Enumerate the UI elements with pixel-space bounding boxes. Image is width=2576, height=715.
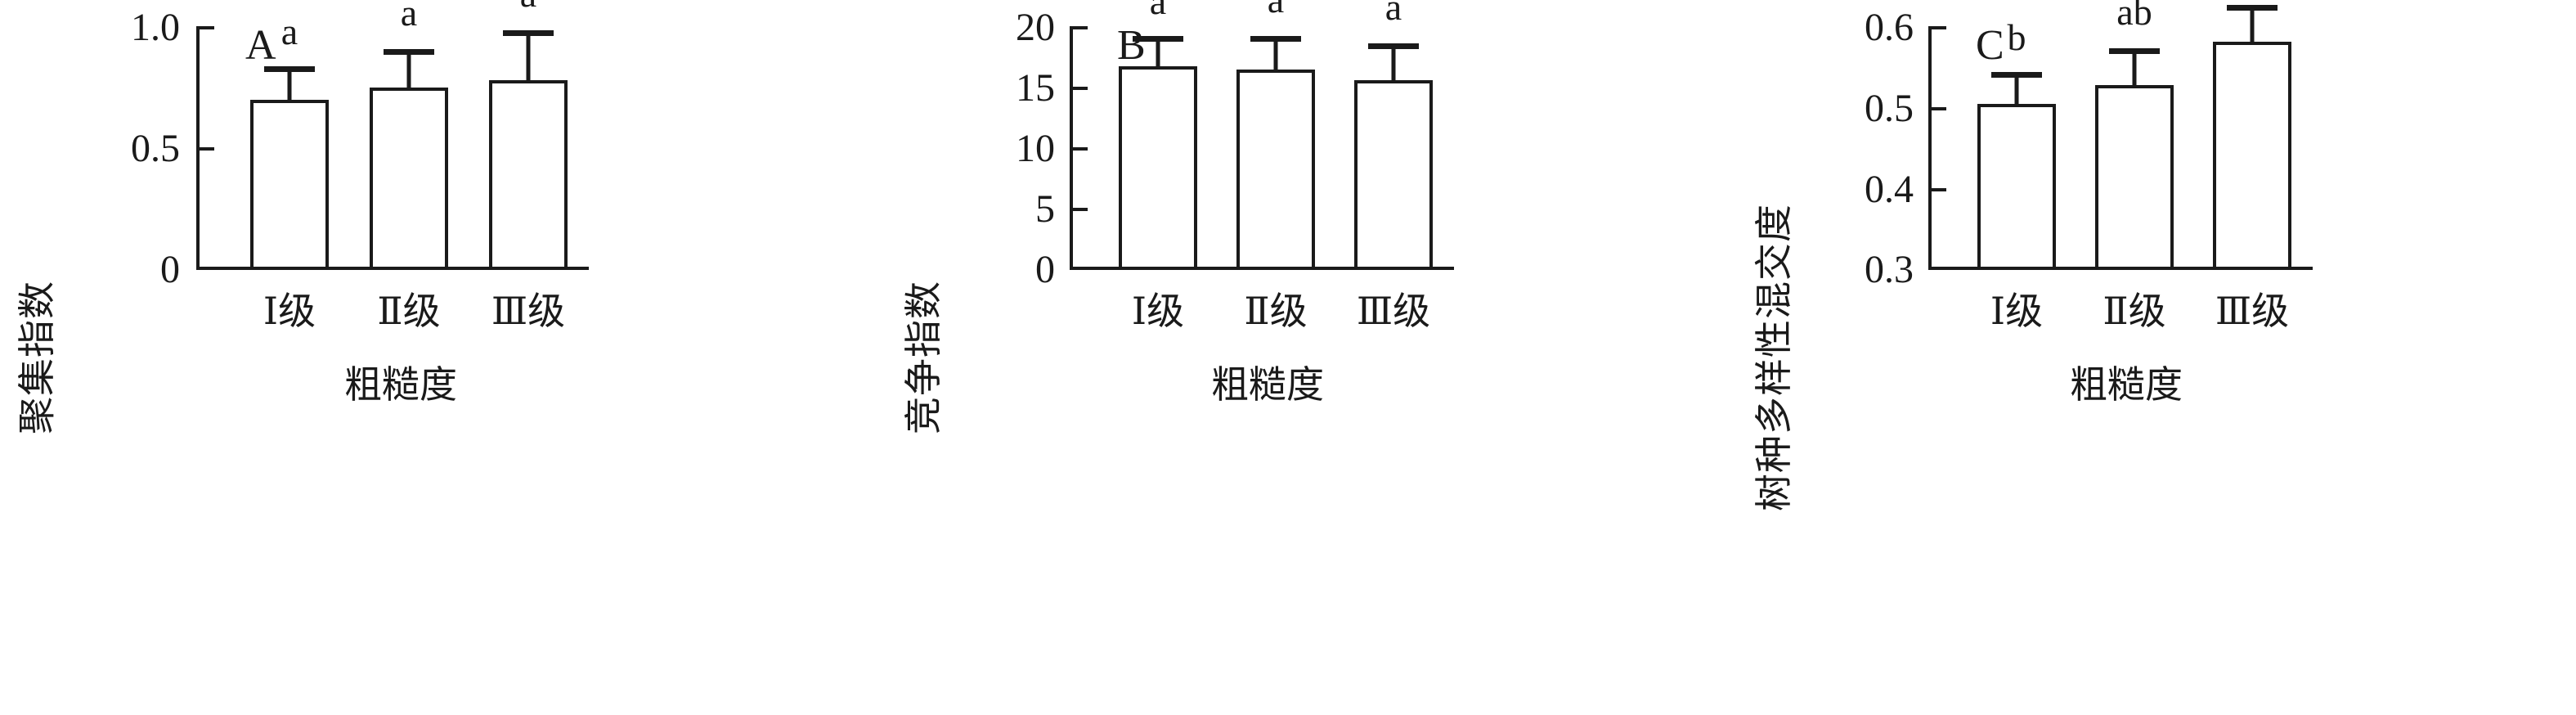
x-tick-label: Ⅱ级	[1244, 290, 1308, 332]
x-tick-label: Ⅲ级	[2215, 290, 2290, 332]
panel-a-x-axis	[196, 267, 589, 270]
bar[interactable]	[1354, 80, 1433, 267]
panel-c-y-tick-labels: 0.6 0.5 0.4 0.3	[1775, 0, 1914, 715]
y-tick-label: 0	[160, 248, 180, 291]
x-tick-label: Ⅰ级	[1990, 290, 2044, 332]
panel-a-y-tick-labels: 1.0 0.5 0	[49, 0, 180, 715]
y-tick-label: 0.3	[1865, 248, 1914, 291]
y-tick-mark	[1070, 208, 1088, 211]
y-tick-label: 0.6	[1865, 6, 1914, 49]
error-bar-cap	[1250, 36, 1301, 43]
bar-slot: a	[250, 12, 329, 267]
y-tick-label: 5	[1035, 187, 1055, 231]
significance-letter: a	[400, 0, 418, 34]
y-tick-label: 0	[1035, 248, 1055, 291]
panel-c-x-axis	[1928, 267, 2313, 270]
significance-letter: b	[2007, 16, 2026, 58]
significance-letter: a	[280, 10, 298, 52]
bar-slot: ab	[2095, 0, 2174, 267]
x-tick-label: Ⅲ级	[1356, 290, 1431, 332]
panel-b-plot-area: a a a	[1070, 0, 1454, 270]
significance-letter: a	[1384, 0, 1402, 29]
panel-c-plot-area: b ab a	[1928, 0, 2313, 270]
panel-c-bars: b ab a	[1932, 0, 2313, 267]
significance-letter: a	[1268, 0, 1284, 19]
error-bar	[287, 71, 292, 100]
y-tick-label: 20	[1016, 6, 1055, 49]
panel-b-x-axis-title: 粗糙度	[1211, 364, 1324, 406]
bar[interactable]	[1977, 103, 2056, 267]
bar[interactable]	[1236, 70, 1315, 267]
error-bar	[1156, 41, 1160, 66]
error-bar-cap	[264, 65, 315, 72]
bar-slot: a	[1119, 0, 1197, 267]
x-tick-label: Ⅱ级	[2103, 290, 2166, 332]
panel-b-bars: a a a	[1073, 0, 1454, 267]
bar-slot: a	[1354, 0, 1433, 267]
y-tick-mark	[196, 26, 214, 29]
error-bar-cap	[2227, 4, 2278, 11]
panel-a-plot-area: a a a	[196, 0, 589, 270]
error-bar	[2132, 54, 2137, 86]
bar[interactable]	[2213, 41, 2291, 267]
bar[interactable]	[2095, 85, 2174, 267]
y-tick-mark	[1070, 26, 1088, 29]
panel-c: 树种多样性混交度 0.6 0.5 0.4 0.3 b	[1734, 0, 2576, 715]
error-bar-cap	[503, 30, 554, 37]
panel-a: 聚集指数 1.0 0.5 0 a a	[0, 0, 883, 715]
bar-slot: a	[489, 0, 568, 267]
panel-b-x-axis	[1070, 267, 1454, 270]
bar-slot: a	[370, 0, 448, 267]
significance-letter: ab	[2116, 0, 2152, 34]
significance-letter: a	[1149, 0, 1167, 22]
y-tick-label: 0.5	[1865, 87, 1914, 130]
x-tick-label: Ⅰ级	[263, 290, 316, 332]
y-tick-label: 10	[1016, 127, 1055, 170]
bar[interactable]	[370, 88, 448, 267]
panel-b: 竞争指数 20 15 10 5 0 a	[883, 0, 1734, 715]
panel-b-y-tick-labels: 20 15 10 5 0	[932, 0, 1055, 715]
x-tick-label: Ⅰ级	[1131, 290, 1185, 332]
panel-b-letter: B	[1117, 22, 1146, 69]
error-bar	[406, 55, 411, 88]
y-tick-label: 0.5	[131, 127, 180, 170]
y-tick-mark	[1928, 188, 1946, 191]
panel-a-bars: a a a	[200, 0, 589, 267]
bar[interactable]	[489, 80, 568, 267]
error-bar-cap	[1133, 35, 1183, 42]
y-tick-mark	[1928, 107, 1946, 110]
y-tick-label: 15	[1016, 66, 1055, 110]
x-tick-label: Ⅲ级	[491, 290, 566, 332]
error-bar	[1273, 42, 1278, 70]
y-tick-mark	[1070, 87, 1088, 90]
significance-letter: a	[520, 0, 536, 13]
error-bar	[2250, 10, 2255, 42]
panel-c-y-axis	[1928, 28, 1932, 270]
error-bar-cap	[1991, 71, 2042, 78]
bar-slot: a	[1236, 0, 1315, 267]
bar-slot: a	[2213, 4, 2291, 267]
error-bar-cap	[1368, 43, 1419, 50]
panel-a-x-axis-title: 粗糙度	[344, 364, 457, 406]
y-tick-mark	[1928, 26, 1946, 29]
x-tick-label: Ⅱ级	[377, 290, 441, 332]
panel-a-letter: A	[245, 22, 276, 69]
error-bar-cap	[2109, 48, 2160, 55]
y-tick-mark	[1070, 147, 1088, 151]
bar[interactable]	[250, 99, 329, 267]
panel-c-x-axis-title: 粗糙度	[2070, 364, 2183, 406]
error-bar	[526, 36, 531, 81]
bar[interactable]	[1119, 65, 1197, 267]
error-bar-cap	[384, 49, 434, 55]
y-tick-mark	[196, 147, 214, 151]
panel-c-letter: C	[1976, 22, 2004, 69]
y-tick-label: 1.0	[131, 6, 180, 49]
bar-slot: b	[1977, 18, 2056, 267]
y-tick-label: 0.4	[1865, 168, 1914, 211]
error-bar	[2014, 77, 2019, 104]
error-bar	[1391, 49, 1396, 81]
